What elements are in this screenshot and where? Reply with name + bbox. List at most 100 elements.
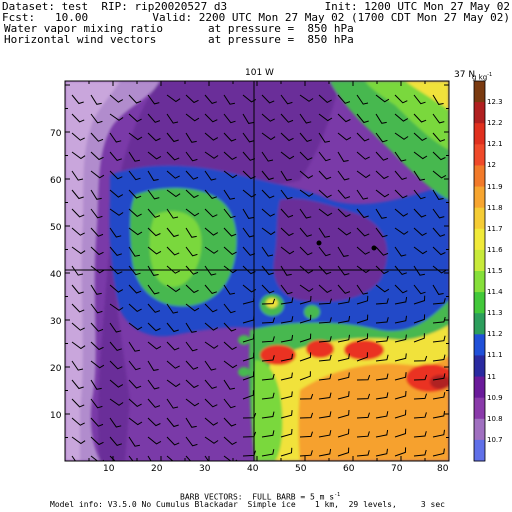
colorbar-swatch [474,228,485,251]
wind-barb [280,208,294,218]
wind-barb [394,315,407,324]
wind-barb [71,132,85,141]
wind-barb [261,208,275,217]
wind-barb [356,450,370,457]
cell-yellow-a [266,298,278,308]
wind-barb [128,94,142,104]
wind-barb [204,189,217,199]
wind-barb [90,341,104,351]
wind-barb [299,94,314,102]
wind-barb [261,189,275,199]
wind-barb [166,132,179,143]
wind-barb [394,170,407,180]
wind-barb [242,390,254,400]
wind-barb [109,94,124,103]
wind-barb [223,113,236,124]
contour-purple-east [273,198,388,302]
cell-red-3 [344,340,384,360]
wind-barb [299,393,314,400]
wind-barb [337,447,350,457]
x-tick-label: 60 [343,464,355,474]
wind-barb [242,284,257,293]
wind-barb [261,265,274,276]
wind-barb [299,284,314,292]
wind-barb [147,246,162,255]
wind-barb [109,189,124,198]
colorbar-frame [473,80,486,462]
wind-barb [147,265,159,276]
wind-barb [242,352,255,362]
wind-barb [337,409,350,419]
wind-barb [223,189,235,200]
wind-barb [375,227,388,238]
wind-barb [166,379,181,388]
wind-barb [280,372,293,381]
colorbar-swatch [474,165,485,188]
wind-barb [318,284,332,294]
wind-barb [185,303,200,312]
wind-barb [261,317,275,324]
wind-barb [166,284,181,293]
colorbar-label: 12.2 [487,119,503,128]
wind-barb [147,94,160,105]
wind-barb [261,284,275,294]
wind-barb [432,354,446,362]
wind-barb [71,436,86,445]
wind-barb [185,284,199,294]
wind-barb [432,265,447,274]
wind-barb [166,208,179,219]
wind-barb [261,113,275,122]
wind-barb [432,448,445,457]
wind-barb [299,450,313,457]
wind-barb [413,355,428,362]
cell-green-d [238,367,250,377]
wind-barb [299,151,313,161]
wind-barb [166,322,179,333]
contour-lightgreen-west [149,211,202,287]
wind-barb [166,94,181,103]
wind-barb [375,298,389,305]
wind-barb [394,428,407,438]
wind-barb [299,412,314,419]
wind-barb [109,284,124,293]
wind-barb [166,398,179,409]
wind-barb [128,303,142,313]
wind-barb [318,151,331,162]
wind-barb [90,94,102,105]
wind-barb [204,303,218,313]
colorbar-unit: g kg-1 [472,72,493,82]
wind-barb [185,398,200,407]
wind-barb [242,296,255,305]
wind-barb [337,208,351,218]
wind-barb [185,94,199,104]
wind-barb [128,208,142,218]
wind-barb [128,341,140,352]
wind-barb [318,317,332,324]
wind-barb [318,392,332,400]
wind-barb [318,411,332,419]
wind-barb [109,227,122,238]
wind-barb [223,379,235,390]
cell-red-2 [306,340,334,358]
wind-barb [356,227,370,237]
wind-barb [147,379,160,390]
x-tick-label: 50 [295,464,307,474]
wind-barb [128,417,143,426]
wind-barb [413,333,425,343]
wind-barb [356,431,370,438]
field2-level: at pressure = 850 hPa [208,33,354,46]
wind-barb [90,132,104,142]
wind-barb [432,335,446,343]
wind-barb [204,341,219,349]
wind-barb [261,151,274,162]
init-time-label: Init: 1200 UTC Mon 27 May 02 [324,0,510,13]
wind-barb [356,208,369,219]
wind-barb [432,151,446,161]
wind-barb [204,417,219,426]
wind-barb [242,208,254,219]
colorbar [474,81,485,462]
colorbar-label: 11.1 [487,351,503,360]
wind-barb [147,322,161,332]
wind-barb [318,132,330,143]
wind-barb [375,189,390,198]
